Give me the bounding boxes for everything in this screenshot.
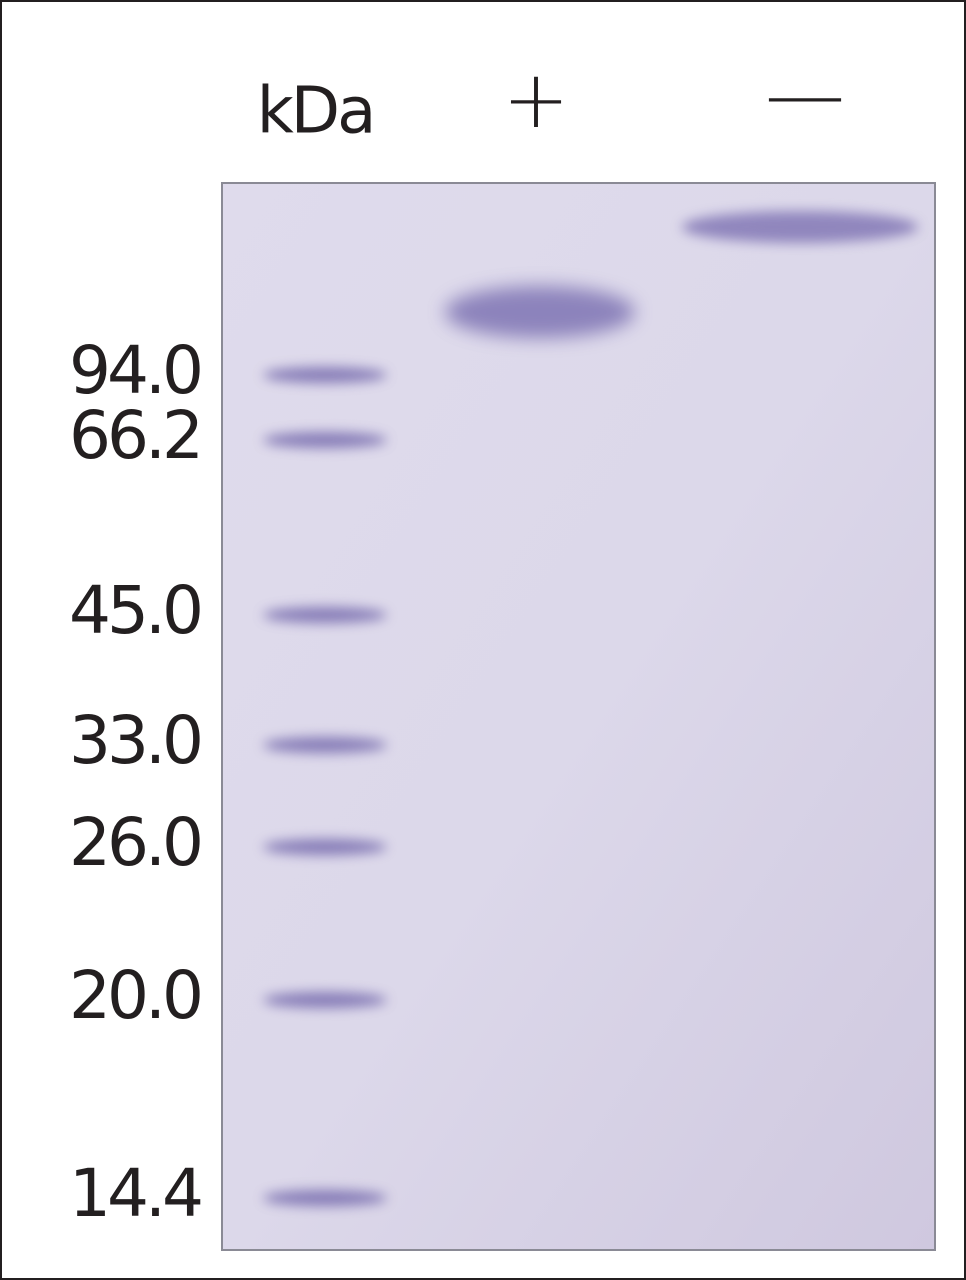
lane-label: — bbox=[765, 48, 845, 141]
ladder-band bbox=[263, 607, 387, 623]
marker-label: 26.0 bbox=[69, 804, 200, 881]
marker-label: 66.2 bbox=[69, 397, 200, 474]
sample-band bbox=[445, 286, 635, 338]
marker-label: 20.0 bbox=[69, 957, 200, 1034]
unit-label: kDa bbox=[257, 75, 374, 149]
sample-band bbox=[682, 211, 918, 243]
ladder bbox=[263, 367, 387, 1206]
ladder-band bbox=[263, 367, 387, 383]
gel bbox=[221, 182, 936, 1251]
ladder-band bbox=[263, 737, 387, 753]
ladder-band bbox=[263, 432, 387, 448]
marker-label: 33.0 bbox=[69, 702, 200, 779]
ladder-band bbox=[263, 992, 387, 1008]
marker-label: 14.4 bbox=[69, 1155, 201, 1232]
lane-label: + bbox=[502, 53, 569, 146]
ladder-band bbox=[263, 839, 387, 855]
marker-label: 45.0 bbox=[69, 572, 200, 649]
ladder-band bbox=[263, 1190, 387, 1206]
marker-label: 94.0 bbox=[69, 332, 200, 409]
